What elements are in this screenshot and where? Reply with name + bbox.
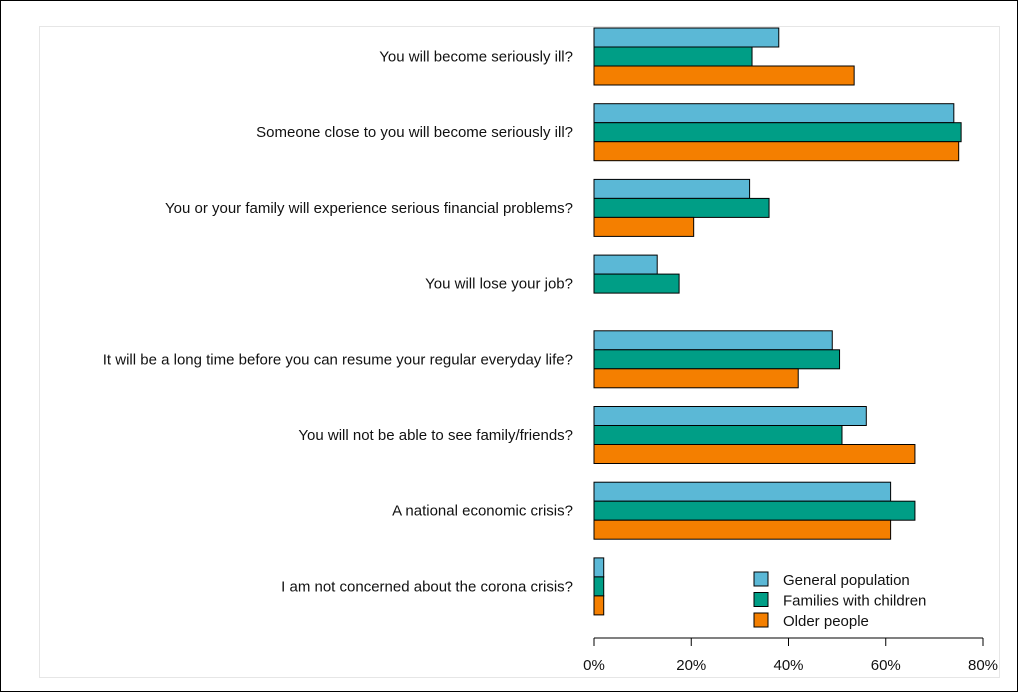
legend-label: General population bbox=[783, 572, 910, 589]
bar-8-2 bbox=[593, 576, 605, 597]
bar-2-3 bbox=[593, 141, 960, 162]
bar-7-1 bbox=[593, 481, 892, 502]
bar-4-1 bbox=[593, 254, 658, 275]
category-label: I am not concerned about the corona cris… bbox=[281, 578, 573, 595]
legend: General population Families with children… bbox=[753, 571, 926, 630]
x-tick-label: 60% bbox=[871, 657, 901, 674]
bar-1-3 bbox=[593, 65, 855, 86]
bar-5-2 bbox=[593, 349, 841, 370]
plot-panel bbox=[39, 26, 1000, 678]
bars-group bbox=[593, 27, 962, 616]
category-label: A national economic crisis? bbox=[392, 503, 573, 520]
bar-3-3 bbox=[593, 216, 695, 237]
x-tick-label: 0% bbox=[583, 657, 605, 674]
category-label: You will lose your job? bbox=[425, 276, 573, 293]
bar-5-3 bbox=[593, 368, 799, 389]
bar-6-3 bbox=[593, 444, 916, 464]
bar-6-1 bbox=[593, 406, 867, 426]
x-tick-label: 80% bbox=[968, 657, 998, 674]
x-axis: 0% 20% 40% 60% 80% bbox=[583, 637, 998, 674]
legend-swatch bbox=[753, 592, 769, 607]
category-label: It will be a long time before you can re… bbox=[103, 351, 573, 368]
bar-3-2 bbox=[593, 197, 770, 218]
bar-6-2 bbox=[593, 425, 843, 445]
bar-5-1 bbox=[593, 330, 833, 351]
legend-swatch bbox=[753, 571, 769, 587]
bar-7-2 bbox=[593, 500, 916, 521]
bar-8-3 bbox=[593, 595, 605, 616]
category-label: You will not be able to see family/frien… bbox=[298, 427, 573, 444]
x-tick-label: 40% bbox=[773, 657, 803, 674]
legend-swatch bbox=[753, 612, 769, 628]
bar-7-3 bbox=[593, 519, 892, 540]
bar-2-2 bbox=[593, 122, 962, 143]
legend-label: Families with children bbox=[783, 593, 926, 610]
bar-4-2 bbox=[593, 273, 680, 294]
category-label: You or your family will experience serio… bbox=[165, 200, 573, 217]
bar-1-2 bbox=[593, 46, 753, 67]
category-label: You will become seriously ill? bbox=[379, 49, 573, 66]
legend-label: Older people bbox=[783, 613, 869, 630]
category-label: Someone close to you will become serious… bbox=[256, 124, 573, 141]
bar-8-1 bbox=[593, 557, 605, 578]
x-tick-label: 20% bbox=[676, 657, 706, 674]
category-labels: You will become seriously ill? Someone cl… bbox=[103, 49, 573, 596]
bar-2-1 bbox=[593, 103, 955, 124]
bar-1-1 bbox=[593, 27, 780, 48]
bar-3-1 bbox=[593, 178, 751, 199]
